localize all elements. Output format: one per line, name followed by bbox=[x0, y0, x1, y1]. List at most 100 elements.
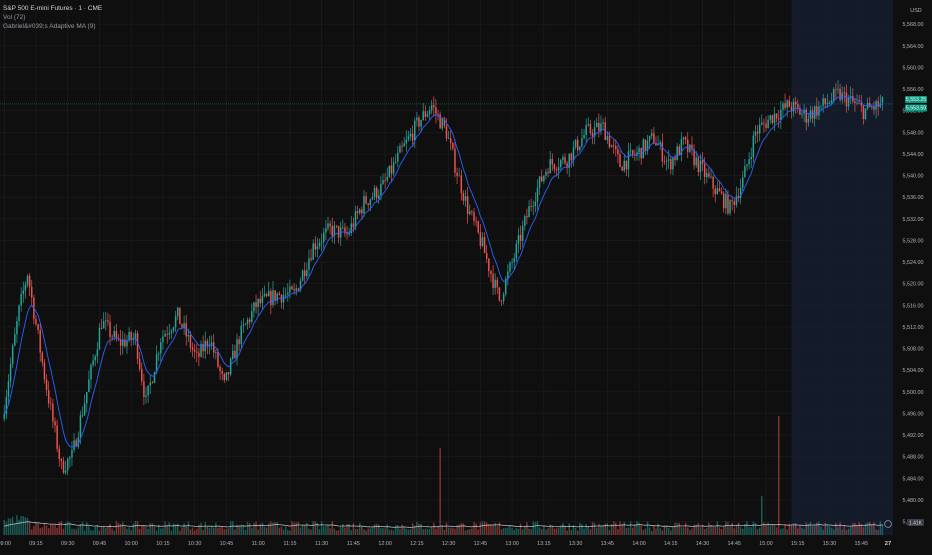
x-tick-label: 11:15 bbox=[283, 541, 296, 547]
volume-bar bbox=[147, 528, 149, 535]
candle-body bbox=[409, 133, 412, 137]
candle-body bbox=[318, 242, 321, 247]
volume-bar bbox=[11, 516, 14, 535]
candle-body bbox=[515, 243, 518, 259]
candle-body bbox=[701, 160, 704, 164]
volume-bar bbox=[79, 524, 82, 535]
candle-body bbox=[672, 157, 674, 170]
volume-bar bbox=[799, 525, 801, 535]
volume-bar bbox=[177, 523, 179, 535]
candle-body bbox=[843, 92, 846, 94]
volume-bar bbox=[323, 526, 325, 535]
candle-body bbox=[583, 135, 585, 139]
candle-body bbox=[528, 206, 530, 218]
candle-body bbox=[532, 205, 535, 207]
candle-body bbox=[162, 336, 164, 343]
volume-bar bbox=[16, 515, 18, 535]
volume-bar bbox=[655, 528, 657, 535]
y-tick-label: 5,556.00 bbox=[903, 87, 924, 93]
volume-bar bbox=[657, 523, 659, 535]
volume-ma-line bbox=[4, 521, 883, 528]
candle-body bbox=[236, 339, 238, 359]
candle-body bbox=[238, 339, 240, 345]
volume-bar bbox=[756, 529, 759, 535]
candle-body bbox=[126, 340, 128, 347]
volume-bar bbox=[291, 521, 293, 535]
candle-body bbox=[551, 158, 554, 165]
x-tick-label: 13:15 bbox=[537, 541, 551, 547]
volume-bar bbox=[858, 522, 860, 535]
candle-body bbox=[445, 125, 448, 139]
candle-body bbox=[416, 117, 418, 121]
candle-body bbox=[202, 343, 204, 352]
volume-bar bbox=[3, 520, 5, 535]
candle-body bbox=[585, 125, 587, 136]
candle-body bbox=[505, 278, 507, 295]
volume-bar bbox=[515, 527, 518, 535]
volume-bar bbox=[583, 528, 585, 535]
volume-bar bbox=[126, 528, 128, 535]
candle-body bbox=[697, 157, 700, 172]
candle-body bbox=[428, 110, 431, 114]
candle-body bbox=[58, 448, 60, 459]
candle-body bbox=[399, 146, 401, 153]
volume-bar bbox=[505, 527, 507, 535]
volume-legend[interactable]: Vol (72) bbox=[3, 14, 26, 21]
candle-body bbox=[310, 258, 312, 260]
volume-bar bbox=[653, 525, 655, 535]
candle-body bbox=[198, 352, 200, 357]
candle-body bbox=[828, 102, 831, 104]
volume-bar bbox=[830, 527, 833, 535]
candle-body bbox=[54, 421, 56, 426]
candle-body bbox=[610, 145, 613, 148]
candle-body bbox=[130, 332, 132, 341]
volume-bar bbox=[75, 529, 77, 535]
volume-bar bbox=[447, 527, 450, 535]
indicator-legend[interactable]: Gabriel&#039;s Adaptive MA (9) bbox=[3, 23, 96, 30]
volume-bar bbox=[251, 528, 253, 535]
candle-body bbox=[822, 98, 824, 106]
candle-body bbox=[401, 146, 403, 147]
volume-bar bbox=[253, 522, 255, 535]
volume-bar bbox=[644, 528, 647, 535]
candle-body bbox=[596, 122, 598, 128]
candle-body bbox=[113, 331, 116, 337]
candle-body bbox=[458, 175, 460, 177]
volume-bar bbox=[667, 527, 670, 535]
volume-bar bbox=[856, 525, 858, 535]
volume-bar bbox=[555, 528, 558, 535]
candle-body bbox=[572, 147, 575, 161]
candle-body bbox=[758, 124, 761, 134]
volume-bar bbox=[7, 518, 10, 535]
x-tick-label: 15:45 bbox=[855, 541, 869, 547]
volume-bar bbox=[634, 524, 636, 535]
candle-body bbox=[306, 269, 308, 277]
volume-bar bbox=[390, 529, 393, 535]
candle-body bbox=[354, 211, 357, 228]
x-tick-label: 13:30 bbox=[569, 541, 583, 547]
volume-bar bbox=[320, 521, 323, 535]
volume-bar bbox=[839, 522, 841, 535]
candle-body bbox=[274, 290, 276, 301]
candle-body bbox=[534, 201, 537, 206]
volume-bar bbox=[333, 528, 336, 535]
candle-body bbox=[170, 330, 173, 333]
volume-bar bbox=[532, 521, 535, 535]
candle-body bbox=[748, 159, 750, 165]
volume-bar bbox=[797, 528, 799, 535]
volume-bar bbox=[710, 524, 712, 535]
candle-body bbox=[73, 440, 75, 451]
candle-body bbox=[731, 200, 733, 202]
volume-bar bbox=[219, 527, 221, 535]
volume-bar bbox=[777, 416, 780, 535]
volume-bar bbox=[64, 522, 67, 535]
candle-body bbox=[204, 340, 207, 352]
volume-bar bbox=[674, 522, 676, 535]
candle-body bbox=[185, 323, 187, 337]
symbol-title[interactable]: S&P 500 E-mini Futures · 1 · CME bbox=[3, 5, 103, 12]
volume-bar bbox=[697, 523, 700, 535]
candle-body bbox=[229, 358, 232, 375]
candle-body bbox=[147, 385, 149, 396]
